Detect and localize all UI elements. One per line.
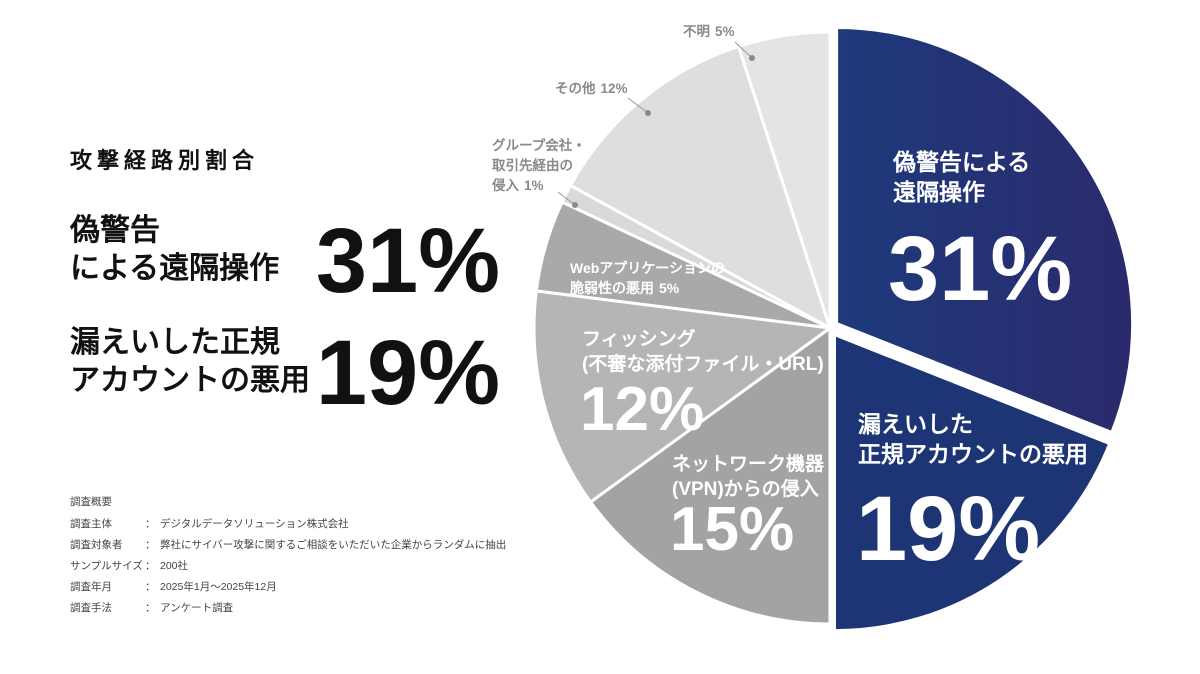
survey-cell: 200社 <box>160 559 189 572</box>
slice-label: 漏えいした正規アカウントの悪用 <box>858 411 1088 467</box>
leader-line <box>627 97 649 114</box>
slice-label: グループ会社・取引先経由の侵入 1% <box>491 137 586 193</box>
slice-value: 5% <box>659 280 680 296</box>
slice-value: 15% <box>670 495 794 564</box>
pie-slice <box>588 325 832 626</box>
slice-value: 5% <box>715 24 735 39</box>
leader-line <box>557 191 576 206</box>
slice-label-line: 遠隔操作 <box>893 179 985 205</box>
slice-label-line: Webアプリケーションの <box>570 260 725 276</box>
slice-label-line: 正規アカウントの悪用 <box>858 441 1088 467</box>
slice-label: ネットワーク機器(VPN)からの侵入 <box>672 452 825 500</box>
slice-label-line: フィッシング <box>582 327 696 350</box>
slice-value: 31% <box>888 218 1072 320</box>
pie: 偽警告による遠隔操作31%漏えいした正規アカウントの悪用19%ネットワーク機器(… <box>491 24 1135 633</box>
slice-label-line: その他 <box>555 80 596 96</box>
pie-slice <box>835 26 1135 435</box>
slice-label-line: (VPN)からの侵入 <box>672 477 819 500</box>
highlight-label: アカウントの悪用 <box>70 364 310 397</box>
leader-dot <box>749 55 755 61</box>
survey-cell: ： <box>145 539 156 551</box>
survey-cell: ： <box>145 518 156 530</box>
survey-cell: 調査対象者 <box>70 538 123 551</box>
survey-cell: ： <box>145 581 156 593</box>
highlight-value: 19% <box>316 322 500 424</box>
leader-line <box>734 41 753 59</box>
highlight-label: 漏えいした正規 <box>70 326 280 359</box>
slice-label-line: 取引先経由の <box>492 157 573 173</box>
highlight-label: 偽警告 <box>69 213 160 247</box>
survey-cell: デジタルデータソリューション株式会社 <box>160 517 349 530</box>
slice-label-line: 偽警告による <box>892 149 1030 175</box>
pie-slice <box>568 44 833 332</box>
survey-cell: ： <box>145 602 156 614</box>
highlight-value: 31% <box>316 210 500 312</box>
slice-label: 不明 5% <box>683 24 735 39</box>
slice-label-line: (不審な添付ファイル・URL) <box>582 352 824 375</box>
slice-label: その他 12% <box>555 80 628 96</box>
survey-cell: サンプルサイズ <box>70 559 143 572</box>
slice-label-line: グループ会社・ <box>492 137 586 153</box>
slice-label: Webアプリケーションの脆弱性の悪用 5% <box>569 260 725 296</box>
slice-label-line: 不明 <box>683 24 710 39</box>
survey-cell: アンケート調査 <box>160 601 234 614</box>
slice-label: 偽警告による遠隔操作 <box>892 149 1030 205</box>
survey-cell: 2025年1月～2025年12月 <box>160 580 277 593</box>
pie-slice <box>736 30 832 329</box>
survey-cell: 調査年月 <box>70 580 112 593</box>
slice-label-line: 侵入 <box>491 177 520 193</box>
survey-cell: 調査手法 <box>70 601 112 614</box>
leader-dot <box>572 202 578 208</box>
slice-value: 1% <box>524 178 544 193</box>
slice-label-line: ネットワーク機器 <box>672 452 825 475</box>
survey-cell: 弊社にサイバー攻撃に関するご相談をいただいた企業からランダムに抽出 <box>160 538 506 551</box>
pie-slice <box>832 332 1112 633</box>
highlight-label: による遠隔操作 <box>70 252 279 285</box>
slice-value: 12% <box>580 375 704 444</box>
survey-cell: 調査主体 <box>70 517 112 530</box>
slice-label-line: 脆弱性の悪用 <box>569 280 654 296</box>
slice-value: 12% <box>601 81 628 96</box>
summary-title: 攻撃経路別割合 <box>70 148 259 173</box>
slice-label-line: 漏えいした <box>858 411 973 437</box>
slice-value: 19% <box>856 478 1040 580</box>
survey-heading: 調査概要 <box>70 495 112 508</box>
slice-label: フィッシング(不審な添付ファイル・URL) <box>582 327 824 375</box>
pie-slice <box>532 289 834 505</box>
leader-dot <box>645 110 651 116</box>
survey-cell: ： <box>145 560 156 572</box>
